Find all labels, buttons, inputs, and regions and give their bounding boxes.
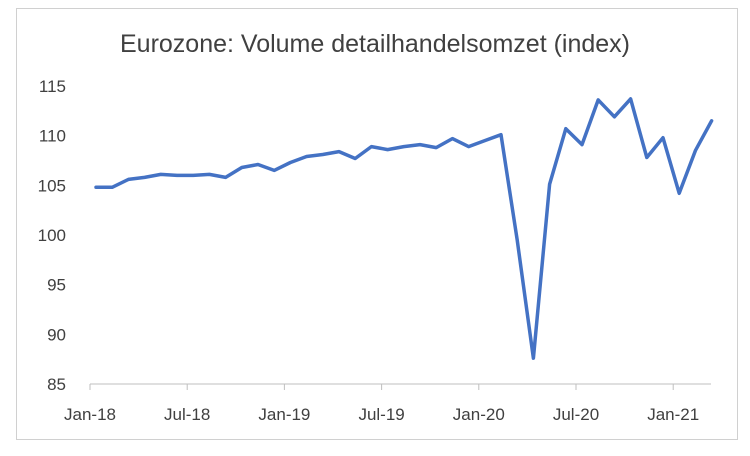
- y-tick-label: 110: [39, 127, 66, 146]
- x-tick-label: Jan-18: [64, 405, 116, 424]
- chart-title: Eurozone: Volume detailhandelsomzet (ind…: [119, 30, 631, 58]
- x-tick-label: Jul-18: [164, 405, 210, 424]
- x-tick-label: Jul-20: [553, 405, 599, 424]
- x-tick-label: Jan-20: [453, 405, 505, 424]
- x-tick-label: Jan-19: [258, 405, 310, 424]
- y-tick-label: 95: [47, 276, 66, 295]
- x-tick-label: Jan-21: [647, 405, 699, 424]
- series-line: [94, 97, 714, 360]
- y-tick-label: 90: [47, 325, 66, 344]
- x-tick-label: Jul-19: [358, 405, 404, 424]
- y-tick-label: 105: [38, 176, 66, 195]
- y-tick-label: 100: [38, 226, 66, 245]
- y-tick-label: 115: [39, 77, 66, 96]
- y-tick-label: 85: [47, 375, 66, 394]
- chart-frame: [16, 8, 738, 440]
